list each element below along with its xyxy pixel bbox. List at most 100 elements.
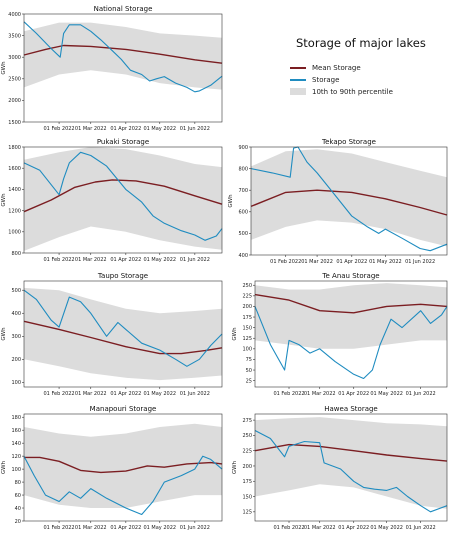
x-tick-label: 01 Mar 2022 [75,126,107,132]
legend-swatch-mean [290,66,306,69]
y-tick-label: 600 [238,210,248,216]
x-tick-label: 01 May 2022 [143,391,176,397]
chart-title: Manapouri Storage [90,405,157,413]
x-tick-label: 01 Feb 2022 [273,525,304,531]
y-tick-label: 125 [242,336,252,342]
y-tick-label: 125 [242,510,252,516]
y-tick-label: 150 [242,494,252,500]
x-tick-label: 01 Feb 2022 [270,259,301,265]
x-tick-label: 01 Apr 2022 [110,525,141,531]
mean-storage-line [23,320,223,355]
y-tick-label: 60 [15,493,21,499]
y-tick-label: 200 [11,357,21,363]
storage-line [254,430,448,513]
plot-frame [254,280,448,388]
y-tick-label: 500 [11,288,21,294]
y-tick-label: 225 [242,294,252,300]
y-tick-label: 900 [238,145,248,151]
x-tick-label: 01 May 2022 [369,259,402,265]
y-tick-label: 160 [11,428,21,434]
storage-line [23,151,223,241]
y-tick-label: 300 [11,334,21,340]
y-tick-label: 2000 [8,98,21,104]
y-tick-label: 150 [242,325,252,331]
y-tick-label: 1500 [8,120,21,126]
x-tick-label: 01 Jun 2022 [406,525,436,531]
y-tick-label: 175 [242,315,252,321]
y-tick-label: 4000 [8,12,21,18]
legend-item-percentile: 10th to 90th percentile [290,86,450,97]
y-tick-label: 400 [11,311,21,317]
y-tick-label: 800 [11,251,21,257]
y-tick-label: 500 [238,231,248,237]
y-tick-label: 200 [242,464,252,470]
plot-frame [254,413,448,522]
percentile-band [255,283,447,349]
y-axis-label: GWh [1,193,7,207]
plot-frame [23,413,223,522]
x-tick-label: 01 Feb 2022 [273,391,304,397]
y-tick-label: 80 [15,480,21,486]
figure-legend: Storage of major lakes Mean Storage Stor… [290,36,450,98]
storage-line [250,146,448,252]
y-tick-label: 120 [11,454,21,460]
percentile-band [24,147,222,251]
percentile-band [24,22,222,90]
chart-panel: Hawea Storage 125 150 175 200 225 250 275 01 Feb… [232,405,448,531]
x-tick-label: 01 Mar 2022 [75,525,107,531]
x-tick-label: 01 Feb 2022 [44,391,75,397]
chart-panel: Te Anau Storage 25 50 75 100 125 150 175 200 225 2… [232,272,448,397]
plot-frame [23,146,223,254]
chart-panel: Tekapo Storage 400 500 600 700 800 900 01 Feb 2… [228,138,448,265]
x-tick-label: 01 Jun 2022 [180,126,210,132]
y-tick-label: 1400 [8,187,21,193]
y-axis-label: GWh [228,194,234,208]
y-axis-label: GWh [1,327,7,341]
y-axis-label: GWh [1,460,7,474]
y-tick-label: 40 [15,506,21,512]
y-tick-label: 1200 [8,208,21,214]
y-tick-label: 180 [11,415,21,421]
x-tick-label: 01 Apr 2022 [338,391,369,397]
y-tick-label: 400 [238,253,248,259]
y-tick-label: 250 [242,433,252,439]
chart-title: Tekapo Storage [321,138,376,146]
chart-panel: Pukaki Storage 800 1000 1200 1400 1600 1800 01 … [1,138,223,263]
legend-item-mean: Mean Storage [290,62,450,73]
percentile-band [24,287,222,381]
y-tick-label: 800 [238,166,248,172]
y-tick-label: 1600 [8,166,21,172]
storage-line [23,21,223,93]
y-tick-label: 100 [11,467,21,473]
x-tick-label: 01 Jun 2022 [180,391,210,397]
y-tick-label: 1000 [8,230,21,236]
y-tick-label: 250 [242,283,252,289]
legend-label-mean: Mean Storage [312,63,361,72]
percentile-band [255,417,447,509]
x-tick-label: 01 May 2022 [143,525,176,531]
y-tick-label: 3500 [8,33,21,39]
storage-line [23,289,223,367]
y-tick-label: 75 [246,357,252,363]
x-tick-label: 01 Feb 2022 [44,257,75,263]
mean-storage-line [24,456,223,474]
x-tick-label: 01 Apr 2022 [338,525,369,531]
y-tick-label: 225 [242,448,252,454]
storage-line [23,455,223,516]
x-tick-label: 01 Mar 2022 [75,257,107,263]
legend-swatch-storage [290,78,306,81]
y-tick-label: 3000 [8,55,21,61]
x-tick-label: 01 Mar 2022 [301,259,333,265]
plot-frame [23,280,223,388]
x-tick-label: 01 Mar 2022 [304,391,336,397]
y-tick-label: 700 [238,188,248,194]
legend-swatch-percentile [290,88,306,95]
plot-frame [23,13,223,123]
percentile-band [251,149,447,247]
storage-line [254,306,448,380]
chart-title: Hawea Storage [324,405,378,413]
x-tick-label: 01 Jun 2022 [180,257,210,263]
x-tick-label: 01 Apr 2022 [110,257,141,263]
